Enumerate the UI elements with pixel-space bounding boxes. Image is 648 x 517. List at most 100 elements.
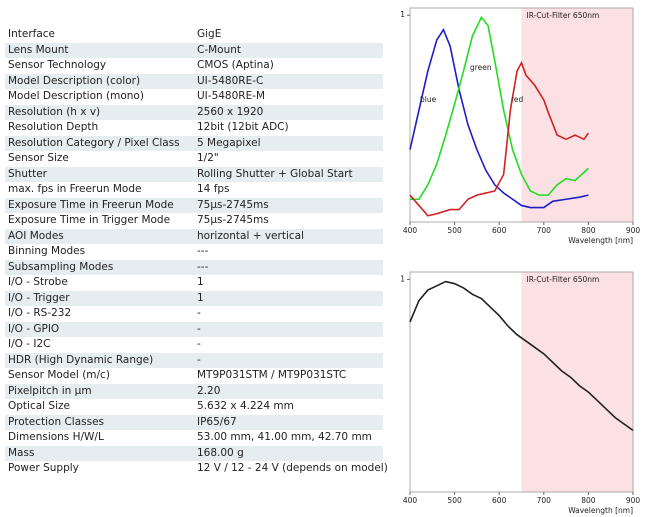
x-tick-label: 500 xyxy=(447,496,462,505)
table-row: AOI Modes horizontal + vertical xyxy=(5,228,383,244)
table-row: Resolution (h x v) 2560 x 1920 xyxy=(5,104,383,120)
spec-label: Resolution (h x v) xyxy=(8,105,101,118)
spec-label: Binning Modes xyxy=(8,245,86,257)
spec-label: HDR (High Dynamic Range) xyxy=(8,353,154,366)
spec-label: max. fps in Freerun Mode xyxy=(8,183,142,195)
table-row: I/O - RS-232 - xyxy=(5,306,383,322)
table-row: HDR (High Dynamic Range) - xyxy=(5,352,383,368)
x-tick-label: 700 xyxy=(537,496,552,505)
spec-label: Sensor Size xyxy=(8,152,69,164)
x-tick-label: 600 xyxy=(492,496,507,505)
spec-value: 1 xyxy=(197,276,204,288)
spec-value: --- xyxy=(197,245,209,257)
table-row: Subsampling Modes --- xyxy=(5,259,383,275)
table-row: max. fps in Freerun Mode 14 fps xyxy=(5,182,383,198)
x-tick-label: 700 xyxy=(537,226,552,235)
table-row: Model Description (color) UI-5480RE-C xyxy=(5,73,383,89)
spec-label: I/O - I2C xyxy=(8,338,51,350)
table-row: Lens Mount C-Mount xyxy=(5,42,383,58)
spec-value: 1/2" xyxy=(197,152,219,164)
spec-label: I/O - GPIO xyxy=(8,322,60,335)
x-tick-label: 900 xyxy=(626,226,641,235)
table-row: I/O - Trigger 1 xyxy=(5,290,383,306)
spec-label: Model Description (color) xyxy=(8,74,141,87)
spec-value: 12bit (12bit ADC) xyxy=(197,121,289,133)
table-row: Resolution Depth 12bit (12bit ADC) xyxy=(5,120,383,136)
table-row: Pixelpitch in µm 2.20 xyxy=(5,383,383,399)
ir-cut-region xyxy=(521,8,633,222)
table-row: Model Description (mono) UI-5480RE-M xyxy=(5,89,383,105)
spec-label: AOI Modes xyxy=(8,229,64,242)
spec-label: Protection Classes xyxy=(8,415,105,428)
spec-value: 53.00 mm, 41.00 mm, 42.70 mm xyxy=(197,431,372,443)
spec-label: Exposure Time in Trigger Mode xyxy=(8,214,171,226)
table-row: I/O - I2C - xyxy=(5,337,383,353)
table-row: Power Supply 12 V / 12 - 24 V (depends on… xyxy=(5,461,388,477)
plot-frame xyxy=(409,271,634,493)
x-tick-label: 800 xyxy=(581,226,596,235)
spec-value: 5.632 x 4.224 mm xyxy=(197,400,294,412)
spec-value: UI-5480RE-C xyxy=(197,74,264,87)
spec-value: 5 Megapixel xyxy=(197,136,261,149)
table-row: Dimensions H/W/L 53.00 mm, 41.00 mm, 42.7… xyxy=(5,430,383,446)
spec-value: 14 fps xyxy=(197,183,230,195)
x-tick-label: 600 xyxy=(492,226,507,235)
spec-value: 75µs-2745ms xyxy=(197,198,269,211)
table-row: Optical Size 5.632 x 4.224 mm xyxy=(5,399,383,415)
x-tick-label: 400 xyxy=(403,496,418,505)
spec-value: 2560 x 1920 xyxy=(197,105,264,118)
spec-label: Model Description (mono) xyxy=(8,90,144,102)
table-row: Interface GigE xyxy=(5,27,383,43)
series-line xyxy=(409,27,589,209)
x-tick-label: 800 xyxy=(581,496,596,505)
series-line xyxy=(410,15,589,201)
y-tick-label: 1 xyxy=(400,274,405,283)
series-label: blue xyxy=(420,95,437,104)
annotation: IR-Cut-Filter 650nm xyxy=(527,275,600,284)
table-row: Sensor Model (m/c) MT9P031STM / MT9P031ST… xyxy=(5,368,383,384)
table-row: Sensor Size 1/2" xyxy=(5,151,383,167)
table-row: Shutter Rolling Shutter + Global Start xyxy=(5,166,383,182)
spec-value: C-Mount xyxy=(197,43,242,56)
spec-value: horizontal + vertical xyxy=(197,229,304,242)
x-tick-label: 500 xyxy=(447,226,462,235)
spec-label: I/O - Trigger xyxy=(8,291,70,304)
spec-value: - xyxy=(197,338,201,350)
spec-value: - xyxy=(197,353,201,366)
spec-label: Shutter xyxy=(8,167,47,180)
table-row: Binning Modes --- xyxy=(5,244,383,260)
table-row: Exposure Time in Freerun Mode 75µs-2745ms xyxy=(5,197,383,213)
series-line xyxy=(409,60,590,217)
plot-frame xyxy=(409,7,634,223)
spec-label: Pixelpitch in µm xyxy=(8,384,92,397)
spec-label: Lens Mount xyxy=(8,43,69,56)
spec-value: - xyxy=(197,322,201,335)
table-row: Mass 168.00 g xyxy=(5,445,383,461)
y-tick-label: 1 xyxy=(400,10,405,19)
spec-label: Power Supply xyxy=(8,462,79,474)
spec-value: IP65/67 xyxy=(197,415,237,428)
table-row: Resolution Category / Pixel Class 5 Megap… xyxy=(5,135,383,151)
table-row: Sensor Technology CMOS (Aptina) xyxy=(5,58,383,74)
ir-cut-region xyxy=(521,272,633,492)
spec-label: Resolution Depth xyxy=(8,121,99,133)
spec-value: 168.00 g xyxy=(197,446,244,459)
spec-label: Sensor Model (m/c) xyxy=(8,369,110,381)
table-row: Exposure Time in Trigger Mode 75µs-2745ms xyxy=(5,213,383,229)
series-line xyxy=(409,280,634,432)
spec-label: Resolution Category / Pixel Class xyxy=(8,136,180,149)
spec-value: GigE xyxy=(197,28,222,40)
x-tick-label: 900 xyxy=(626,496,641,505)
spec-label: Optical Size xyxy=(8,400,70,412)
spec-label: I/O - Strobe xyxy=(8,276,68,288)
spec-label: Exposure Time in Freerun Mode xyxy=(8,198,174,211)
x-axis-label: Wavelength [nm] xyxy=(568,236,633,245)
table-row: I/O - Strobe 1 xyxy=(5,275,383,291)
series-label: red xyxy=(511,95,524,104)
spec-label: Subsampling Modes xyxy=(8,260,114,273)
spec-value: 2.20 xyxy=(197,384,221,397)
spec-label: I/O - RS-232 xyxy=(8,307,72,319)
series-label: green xyxy=(470,63,492,72)
spec-value: - xyxy=(197,307,201,319)
